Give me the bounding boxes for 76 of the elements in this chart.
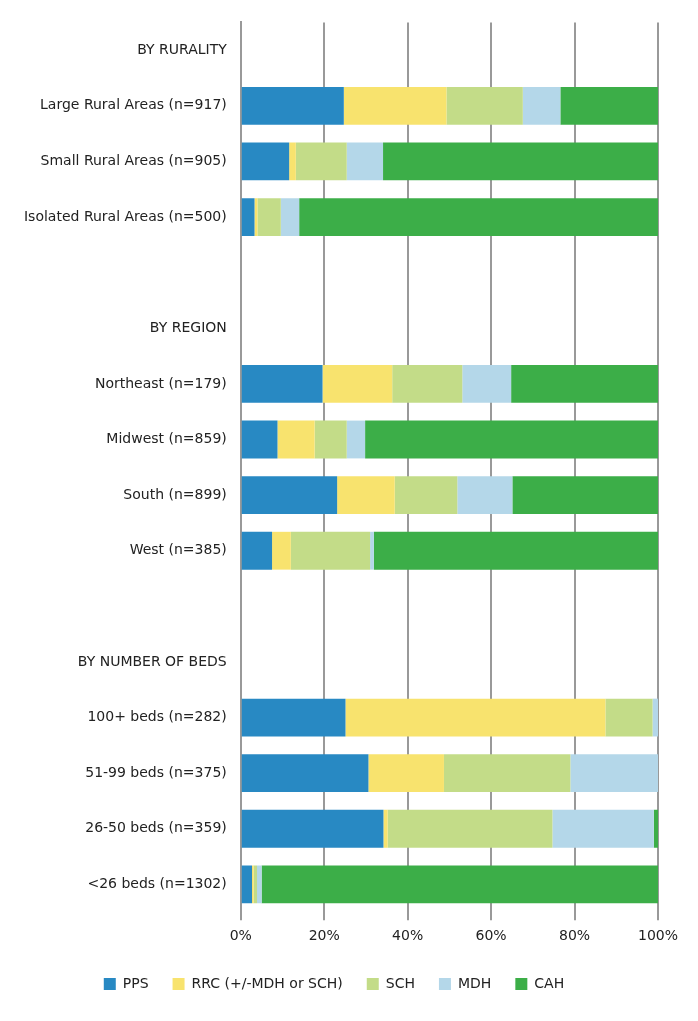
y-tick-label: Midwest (n=859) [106, 430, 227, 447]
bar [257, 865, 262, 904]
bar [261, 865, 658, 904]
bar [392, 364, 463, 403]
y-tick-label: Large Rural Areas (n=917) [40, 96, 227, 113]
bar [387, 809, 553, 848]
bar [373, 531, 658, 570]
bar [241, 809, 384, 848]
legend-label: MDH [457, 974, 492, 991]
bar [394, 476, 458, 515]
bar [337, 476, 395, 515]
bar [241, 364, 323, 403]
bar [443, 754, 571, 793]
bar [457, 476, 513, 515]
x-tick-label: 100% [637, 927, 679, 944]
bar [653, 809, 658, 848]
bar [383, 809, 388, 848]
x-tick-label: 0% [229, 927, 252, 944]
legend-label: RRC (+/-MDH or SCH) [191, 974, 343, 991]
bar [346, 420, 366, 459]
bar [560, 86, 658, 125]
bar [570, 754, 658, 793]
bar [512, 476, 658, 515]
legend-label: PPS [122, 974, 149, 991]
bar [446, 86, 523, 125]
bar [346, 142, 384, 181]
bar [241, 754, 369, 793]
bar [322, 364, 393, 403]
bar [241, 198, 255, 236]
bar [277, 420, 315, 459]
bar [343, 86, 447, 125]
bar [605, 698, 653, 737]
bar [383, 142, 658, 181]
bar [289, 142, 296, 181]
y-tick-label: <26 beds (n=1302) [87, 875, 227, 892]
bar [241, 142, 290, 181]
bar [299, 198, 658, 236]
x-tick-label: 60% [475, 927, 507, 944]
y-tick-label: BY RURALITY [137, 40, 228, 57]
bar [241, 420, 278, 459]
bar [314, 420, 347, 459]
y-tick-label: 51-99 beds (n=375) [85, 763, 227, 780]
x-tick-label: 40% [392, 927, 424, 944]
bar [345, 698, 606, 737]
y-tick-label: South (n=899) [123, 485, 227, 502]
bar [511, 364, 658, 403]
x-tick-label: 80% [558, 927, 591, 944]
bar [272, 531, 291, 570]
bar [462, 364, 512, 403]
legend-label: SCH [385, 974, 415, 991]
bar [241, 698, 346, 737]
bar [552, 809, 654, 848]
bar [241, 476, 338, 515]
x-tick-label: 20% [308, 927, 340, 944]
y-tick-label: Northeast (n=179) [94, 374, 227, 391]
bar [370, 531, 374, 570]
bar [290, 531, 371, 570]
bar [257, 198, 281, 236]
bar [365, 420, 658, 459]
y-tick-label: BY NUMBER OF BEDS [77, 652, 227, 669]
y-tick-label: 100+ beds (n=282) [87, 708, 227, 725]
bar [295, 142, 347, 181]
y-tick-label: 26-50 beds (n=359) [85, 819, 227, 836]
bar [253, 865, 258, 904]
y-tick-label: BY REGION [149, 318, 227, 335]
y-tick-label: Isolated Rural Areas (n=500) [23, 207, 227, 224]
bar [280, 198, 300, 236]
bar [368, 754, 444, 793]
legend-label: CAH [534, 974, 565, 991]
bar [241, 865, 253, 904]
bar [241, 531, 273, 570]
bar [241, 86, 344, 125]
bar [652, 698, 658, 737]
y-tick-label: West (n=385) [129, 541, 227, 558]
bar [522, 86, 561, 125]
y-tick-label: Small Rural Areas (n=905) [40, 152, 227, 169]
